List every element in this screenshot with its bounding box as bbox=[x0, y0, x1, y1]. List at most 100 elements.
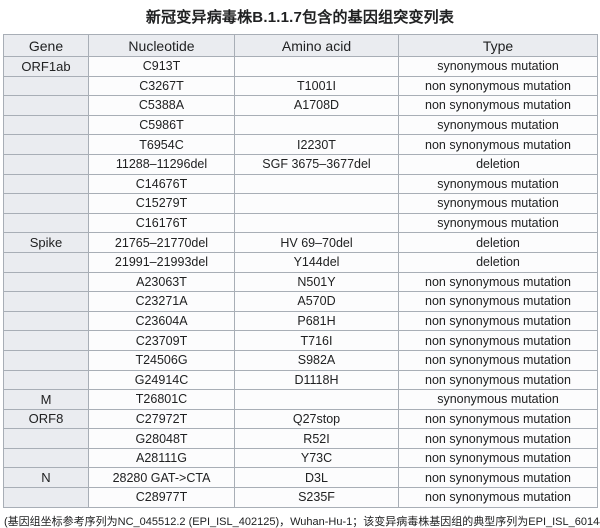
nucleotide-cell: T24506G bbox=[88, 349, 235, 371]
header-row: Gene Nucleotide Amino acid Type bbox=[3, 34, 598, 57]
nucleotide-cell: A23063T bbox=[88, 271, 235, 293]
type-cell: non synonymous mutation bbox=[398, 428, 598, 449]
gene-cell bbox=[3, 251, 89, 273]
gene-cell bbox=[3, 487, 89, 508]
column-header-nucleotide: Nucleotide bbox=[88, 34, 235, 57]
amino-acid-cell bbox=[234, 56, 399, 77]
nucleotide-cell: 21765–21770del bbox=[88, 232, 235, 253]
gene-cell bbox=[3, 153, 89, 175]
gene-cell bbox=[3, 291, 89, 312]
table-row: G24914C D1118H non synonymous mutation bbox=[3, 369, 598, 391]
type-cell: non synonymous mutation bbox=[398, 310, 598, 332]
nucleotide-cell: C23604A bbox=[88, 310, 235, 332]
gene-cell bbox=[3, 330, 89, 351]
nucleotide-cell: A28111G bbox=[88, 447, 235, 469]
amino-acid-cell: R52I bbox=[234, 428, 399, 449]
nucleotide-cell: G24914C bbox=[88, 369, 235, 391]
gene-cell bbox=[3, 212, 89, 234]
amino-acid-cell: SGF 3675–3677del bbox=[234, 153, 399, 175]
amino-acid-cell: HV 69–70del bbox=[234, 232, 399, 253]
type-cell: non synonymous mutation bbox=[398, 349, 598, 371]
gene-cell bbox=[3, 134, 89, 155]
mutation-table-body: ORF1ab C913T synonymous mutation C3267T T100… bbox=[3, 56, 598, 508]
table-row: C16176T synonymous mutation bbox=[3, 212, 598, 234]
gene-cell bbox=[3, 173, 89, 195]
type-cell: synonymous mutation bbox=[398, 389, 598, 410]
amino-acid-cell bbox=[234, 389, 399, 410]
type-cell: non synonymous mutation bbox=[398, 330, 598, 351]
gene-cell: Spike bbox=[3, 232, 89, 253]
table-row: C23709T T716I non synonymous mutation bbox=[3, 330, 598, 351]
table-row: ORF8 C27972T Q27stop non synonymous mutatio… bbox=[3, 408, 598, 430]
nucleotide-cell: 11288–11296del bbox=[88, 153, 235, 175]
amino-acid-cell: N501Y bbox=[234, 271, 399, 293]
type-cell: deletion bbox=[398, 232, 598, 253]
amino-acid-cell bbox=[234, 173, 399, 195]
gene-cell bbox=[3, 447, 89, 469]
table-row: A28111G Y73C non synonymous mutation bbox=[3, 447, 598, 469]
nucleotide-cell: C913T bbox=[88, 56, 235, 77]
amino-acid-cell: I2230T bbox=[234, 134, 399, 155]
nucleotide-cell: C15279T bbox=[88, 193, 235, 214]
type-cell: non synonymous mutation bbox=[398, 75, 598, 97]
page-title: 新冠变异病毒株B.1.1.7包含的基因组突变列表 bbox=[145, 9, 455, 26]
genome-reference-footnote: (基因组坐标参考序列为NC_045512.2 (EPI_ISL_402125)，… bbox=[4, 515, 600, 528]
nucleotide-cell: C23709T bbox=[88, 330, 235, 351]
table-row: N 28280 GAT->CTA D3L non synonymous mutatio… bbox=[3, 467, 598, 489]
column-header-amino-acid: Amino acid bbox=[234, 34, 399, 57]
gene-cell: ORF8 bbox=[3, 408, 89, 430]
type-cell: deletion bbox=[398, 153, 598, 175]
amino-acid-cell bbox=[234, 193, 399, 214]
table-row: T6954C I2230T non synonymous mutation bbox=[3, 134, 598, 155]
amino-acid-cell bbox=[234, 212, 399, 234]
type-cell: non synonymous mutation bbox=[398, 447, 598, 469]
table-row: C23604A P681H non synonymous mutation bbox=[3, 310, 598, 332]
type-cell: synonymous mutation bbox=[398, 212, 598, 234]
type-cell: non synonymous mutation bbox=[398, 95, 598, 116]
gene-cell: ORF1ab bbox=[3, 56, 89, 77]
nucleotide-cell: 21991–21993del bbox=[88, 251, 235, 273]
amino-acid-cell: A1708D bbox=[234, 95, 399, 116]
amino-acid-cell: P681H bbox=[234, 310, 399, 332]
gene-cell: N bbox=[3, 467, 89, 489]
type-cell: non synonymous mutation bbox=[398, 408, 598, 430]
mutation-table: Gene Nucleotide Amino acid Type ORF1ab C9… bbox=[3, 34, 598, 508]
table-row: C23271A A570D non synonymous mutation bbox=[3, 291, 598, 312]
table-row: C5388A A1708D non synonymous mutation bbox=[3, 95, 598, 116]
table-row: ORF1ab C913T synonymous mutation bbox=[3, 56, 598, 77]
type-cell: synonymous mutation bbox=[398, 193, 598, 214]
type-cell: non synonymous mutation bbox=[398, 291, 598, 312]
type-cell: deletion bbox=[398, 251, 598, 273]
nucleotide-cell: C5986T bbox=[88, 114, 235, 136]
type-cell: synonymous mutation bbox=[398, 56, 598, 77]
gene-cell bbox=[3, 369, 89, 391]
type-cell: non synonymous mutation bbox=[398, 467, 598, 489]
nucleotide-cell: C27972T bbox=[88, 408, 235, 430]
amino-acid-cell: T716I bbox=[234, 330, 399, 351]
amino-acid-cell: D3L bbox=[234, 467, 399, 489]
gene-cell bbox=[3, 271, 89, 293]
table-row: 11288–11296del SGF 3675–3677del deletion bbox=[3, 153, 598, 175]
nucleotide-cell: C3267T bbox=[88, 75, 235, 97]
gene-cell bbox=[3, 349, 89, 371]
nucleotide-cell: C23271A bbox=[88, 291, 235, 312]
amino-acid-cell: Q27stop bbox=[234, 408, 399, 430]
gene-cell bbox=[3, 114, 89, 136]
amino-acid-cell: Y73C bbox=[234, 447, 399, 469]
type-cell: synonymous mutation bbox=[398, 114, 598, 136]
gene-cell bbox=[3, 193, 89, 214]
gene-cell bbox=[3, 310, 89, 332]
column-header-gene: Gene bbox=[3, 34, 89, 57]
gene-cell bbox=[3, 428, 89, 449]
nucleotide-cell: C28977T bbox=[88, 487, 235, 508]
gene-cell bbox=[3, 75, 89, 97]
nucleotide-cell: T6954C bbox=[88, 134, 235, 155]
nucleotide-cell: T26801C bbox=[88, 389, 235, 410]
type-cell: non synonymous mutation bbox=[398, 487, 598, 508]
table-row: 21991–21993del Y144del deletion bbox=[3, 251, 598, 273]
nucleotide-cell: G28048T bbox=[88, 428, 235, 449]
amino-acid-cell: Y144del bbox=[234, 251, 399, 273]
table-row: C15279T synonymous mutation bbox=[3, 193, 598, 214]
amino-acid-cell: S982A bbox=[234, 349, 399, 371]
